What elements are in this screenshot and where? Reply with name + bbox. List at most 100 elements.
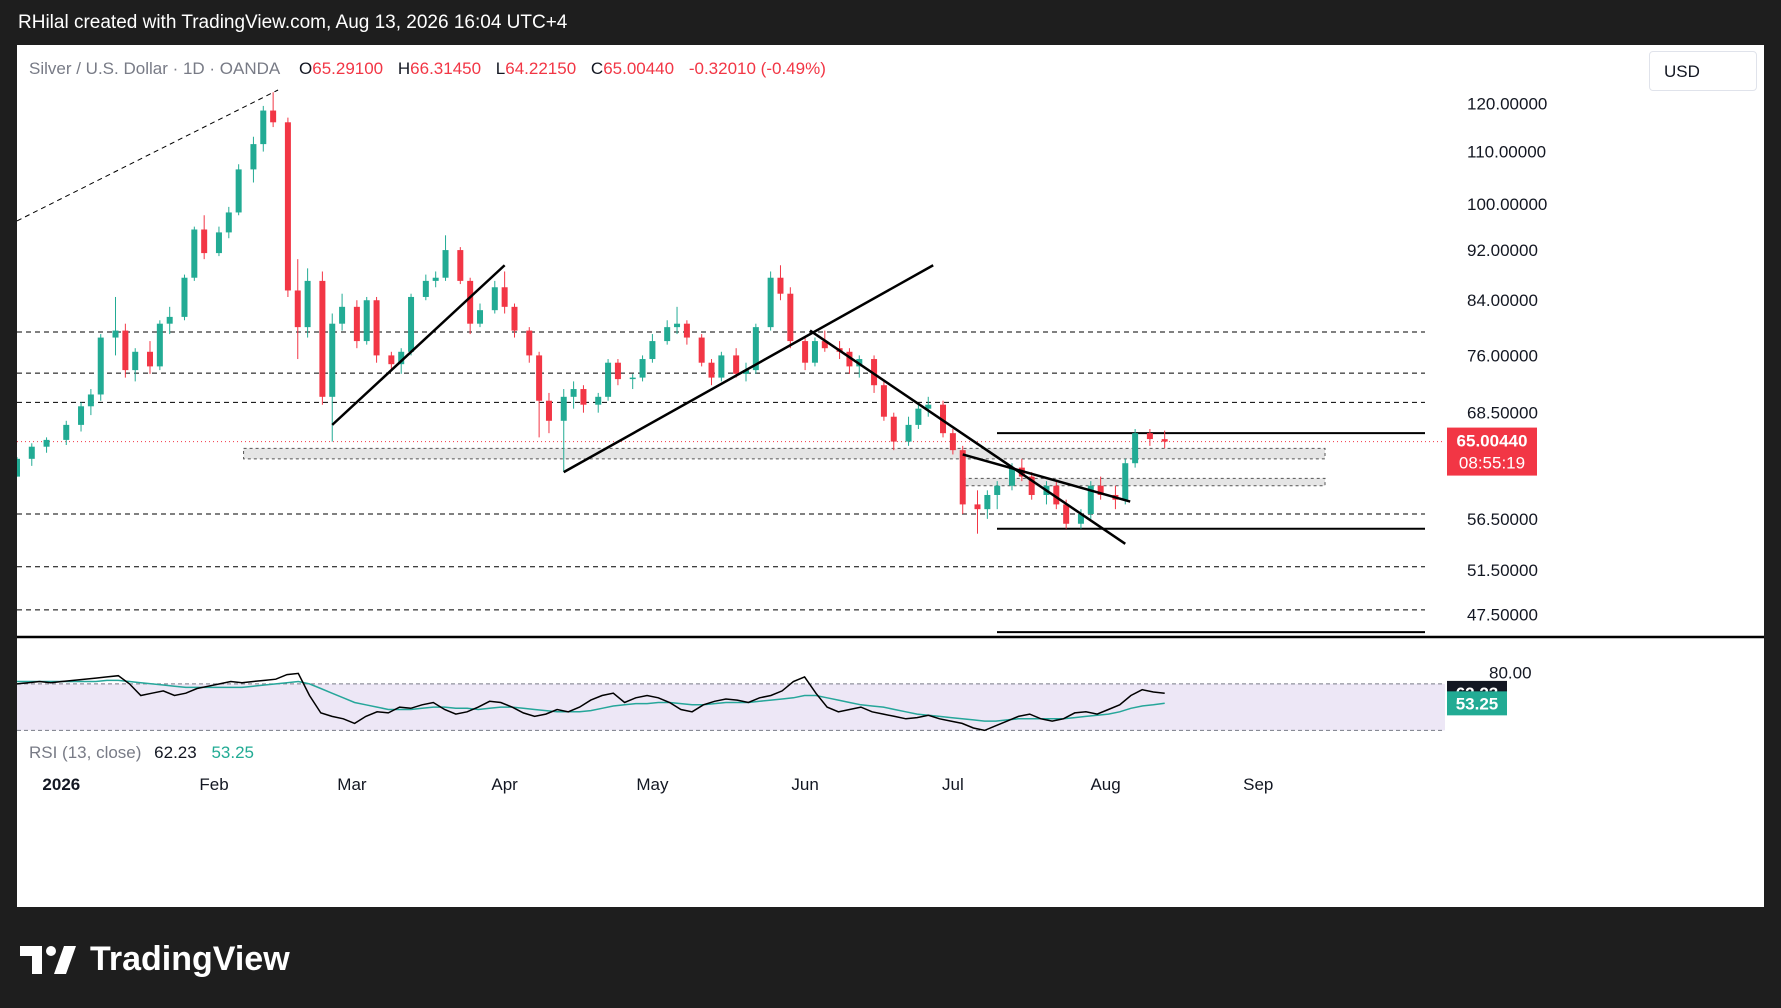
candle-body-58 — [698, 337, 705, 363]
candle-body-37 — [457, 250, 464, 281]
trendline-2 — [809, 329, 1126, 545]
candle-body-79 — [940, 404, 947, 434]
time-tick-label: Apr — [491, 775, 518, 794]
change-value: -0.32010 (-0.49%) — [688, 59, 826, 78]
candle-body-39 — [477, 310, 484, 324]
candle-body-74 — [880, 385, 887, 417]
candle-body-44 — [536, 355, 543, 401]
rsi-layer — [17, 672, 1165, 732]
candle-body-27 — [339, 306, 346, 324]
price-tick-label: 47.50000 — [1467, 605, 1538, 624]
time-axis[interactable]: 2026 Feb Mar Apr May Jun Jul Aug Sep — [42, 775, 1273, 794]
price-tick-label: 51.50000 — [1467, 561, 1538, 580]
time-tick-label: Jul — [942, 775, 964, 794]
price-tick-label: 92.00000 — [1467, 241, 1538, 260]
candle-body-31 — [388, 355, 395, 365]
rsi-ma-line — [17, 679, 1165, 722]
price-tick-label: 120.00000 — [1467, 95, 1547, 114]
tradingview-brand: TradingView — [90, 940, 290, 978]
trendline-1 — [563, 264, 934, 474]
candle-body-22 — [284, 122, 291, 291]
candle-body-53 — [639, 359, 646, 378]
candle-body-75 — [890, 416, 897, 442]
zones-layer — [243, 447, 1326, 487]
trendline-3 — [962, 453, 1131, 503]
rsi-value: 62.23 — [154, 743, 197, 762]
candle-body-35 — [432, 277, 439, 281]
candle-body-71 — [846, 351, 853, 367]
candle-body-16 — [215, 232, 222, 254]
chart-panel[interactable]: 120.00000 110.00000 100.00000 92.00000 84.00… — [17, 45, 1764, 907]
rsi-band-layer — [17, 683, 1445, 731]
candle-body-92 — [1087, 485, 1094, 514]
chart-attribution: RHilal created with TradingView.com, Aug… — [18, 12, 568, 33]
open-label: O — [299, 59, 313, 78]
candle-body-96 — [1132, 433, 1139, 464]
time-tick-label: Sep — [1243, 775, 1273, 794]
price-chart[interactable]: 120.00000 110.00000 100.00000 92.00000 84.00… — [17, 45, 1764, 907]
currency-button[interactable]: USD — [1649, 51, 1757, 91]
candle-body-59 — [708, 362, 715, 378]
candle-body-91 — [1077, 513, 1084, 524]
time-tick-label: Feb — [199, 775, 228, 794]
candle-body-85 — [1008, 467, 1015, 486]
time-tick-label: Jun — [791, 775, 818, 794]
candle-body-43 — [526, 330, 533, 356]
symbol-legend[interactable]: Silver / U.S. Dollar · 1D · OANDA O65.29… — [29, 59, 836, 79]
candle-body-45 — [545, 400, 552, 421]
rsi-ma-value: 53.25 — [211, 743, 254, 762]
candle-body-77 — [915, 408, 922, 425]
candle-body-41 — [501, 287, 508, 307]
trendline-0 — [331, 264, 506, 426]
rsi-band — [17, 683, 1445, 731]
candle-body-9 — [132, 351, 139, 371]
candle-body-17 — [225, 212, 232, 233]
candle-body-0 — [17, 458, 20, 477]
close-label: C — [590, 59, 604, 78]
price-tick-label: 84.00000 — [1467, 291, 1538, 310]
candle-body-30 — [373, 300, 380, 356]
rsi-ma-label: 53.25 — [1456, 694, 1499, 713]
rsi-axis-label: 80.00 — [1489, 663, 1532, 682]
candle-body-97 — [1146, 433, 1153, 440]
candle-body-7 — [112, 330, 119, 338]
candle-body-60 — [718, 355, 725, 378]
tradingview-logo[interactable]: TradingView — [20, 940, 290, 979]
low-label: L — [495, 59, 506, 78]
candle-body-23 — [294, 290, 301, 328]
candle-body-69 — [821, 341, 828, 349]
candle-body-57 — [683, 323, 690, 338]
time-tick-label: Aug — [1090, 775, 1120, 794]
time-tick-label: May — [636, 775, 669, 794]
zone-1 — [962, 477, 1326, 487]
symbol-name: Silver / U.S. Dollar · 1D · OANDA — [29, 59, 281, 78]
candle-body-48 — [580, 389, 587, 405]
candle-body-62 — [742, 370, 749, 374]
candle-body-55 — [664, 327, 671, 342]
candle-body-33 — [408, 296, 415, 352]
time-tick-label: 2026 — [42, 775, 80, 794]
candle-body-36 — [442, 250, 449, 278]
rsi-ma-box — [1447, 691, 1507, 716]
candle-body-4 — [78, 406, 85, 425]
price-tick-label: 76.00000 — [1467, 346, 1538, 365]
candle-body-42 — [511, 306, 518, 331]
candle-body-65 — [777, 277, 784, 294]
rsi-legend[interactable]: RSI (13, close) 62.23 53.25 — [29, 743, 254, 763]
candles-layer — [17, 92, 1168, 534]
candle-body-12 — [166, 316, 173, 324]
candle-body-28 — [353, 306, 360, 342]
rsi-title: RSI (13, close) — [29, 743, 142, 762]
zone-0 — [243, 447, 1326, 460]
candle-body-38 — [467, 280, 474, 324]
candle-body-19 — [250, 144, 257, 170]
candle-body-29 — [363, 300, 370, 342]
countdown-label: 08:55:19 — [1459, 454, 1525, 473]
price-axis[interactable]: 120.00000 110.00000 100.00000 92.00000 84.00… — [1467, 95, 1547, 683]
close-value: 65.00440 — [603, 59, 675, 78]
candle-body-95 — [1122, 463, 1129, 500]
candle-body-14 — [191, 229, 198, 278]
time-tick-label: Mar — [337, 775, 367, 794]
price-tick-label: 56.50000 — [1467, 510, 1538, 529]
